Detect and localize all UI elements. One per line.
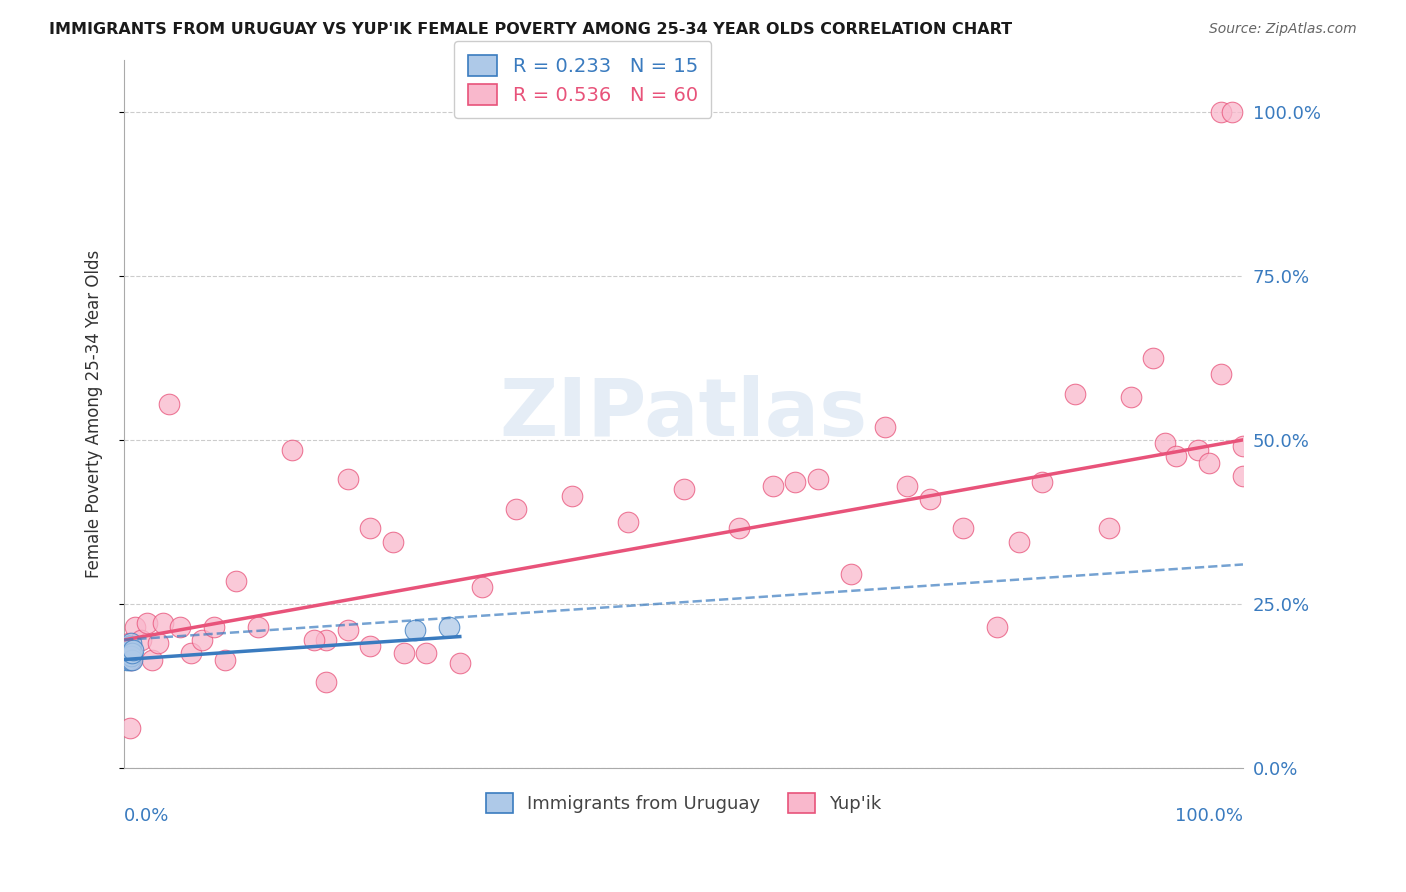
Text: ZIPatlas: ZIPatlas xyxy=(499,375,868,452)
Point xyxy=(121,652,143,666)
Legend: Immigrants from Uruguay, Yup'ik: Immigrants from Uruguay, Yup'ik xyxy=(477,784,890,822)
Point xyxy=(304,632,326,647)
Point xyxy=(118,642,141,657)
Point xyxy=(120,649,142,664)
Point xyxy=(785,475,807,490)
Point xyxy=(505,501,527,516)
Point xyxy=(918,491,941,506)
Point xyxy=(118,646,141,660)
Point xyxy=(1064,387,1087,401)
Point xyxy=(1209,105,1232,120)
Point xyxy=(986,620,1008,634)
Point xyxy=(315,675,337,690)
Point xyxy=(141,652,163,666)
Point xyxy=(336,623,359,637)
Point xyxy=(728,521,751,535)
Point xyxy=(1164,450,1187,464)
Point xyxy=(359,640,381,654)
Point xyxy=(415,646,437,660)
Point xyxy=(762,479,785,493)
Point xyxy=(672,482,695,496)
Point xyxy=(117,636,139,650)
Point xyxy=(281,442,304,457)
Point xyxy=(202,620,225,634)
Text: 100.0%: 100.0% xyxy=(1175,806,1243,824)
Point xyxy=(841,567,863,582)
Point xyxy=(118,722,141,736)
Point xyxy=(1232,469,1254,483)
Point xyxy=(146,636,169,650)
Point xyxy=(117,652,139,666)
Point xyxy=(1119,390,1142,404)
Point xyxy=(122,642,145,657)
Point xyxy=(117,646,139,660)
Y-axis label: Female Poverty Among 25-34 Year Olds: Female Poverty Among 25-34 Year Olds xyxy=(86,250,103,578)
Point xyxy=(1031,475,1053,490)
Point xyxy=(561,489,583,503)
Point xyxy=(807,472,830,486)
Point xyxy=(952,521,974,535)
Point xyxy=(152,616,174,631)
Point xyxy=(896,479,918,493)
Point xyxy=(180,646,202,660)
Point xyxy=(191,632,214,647)
Point xyxy=(449,656,471,670)
Point xyxy=(117,640,139,654)
Point xyxy=(117,649,139,664)
Text: Source: ZipAtlas.com: Source: ZipAtlas.com xyxy=(1209,22,1357,37)
Point xyxy=(381,534,404,549)
Point xyxy=(1008,534,1031,549)
Point xyxy=(1198,456,1220,470)
Point xyxy=(471,581,494,595)
Point xyxy=(124,620,146,634)
Point xyxy=(1220,105,1243,120)
Point xyxy=(873,419,896,434)
Point xyxy=(121,646,143,660)
Point xyxy=(117,646,139,660)
Point xyxy=(616,515,638,529)
Point xyxy=(1187,442,1209,457)
Point xyxy=(392,646,415,660)
Point xyxy=(129,632,152,647)
Point xyxy=(359,521,381,535)
Point xyxy=(169,620,191,634)
Point xyxy=(157,397,180,411)
Point xyxy=(1153,436,1175,450)
Text: IMMIGRANTS FROM URUGUAY VS YUP'IK FEMALE POVERTY AMONG 25-34 YEAR OLDS CORRELATI: IMMIGRANTS FROM URUGUAY VS YUP'IK FEMALE… xyxy=(49,22,1012,37)
Point xyxy=(247,620,270,634)
Text: 0.0%: 0.0% xyxy=(124,806,170,824)
Point xyxy=(135,616,157,631)
Point xyxy=(1232,439,1254,453)
Point xyxy=(225,574,247,588)
Point xyxy=(1142,351,1164,365)
Point xyxy=(118,652,141,666)
Point xyxy=(120,652,142,666)
Point xyxy=(336,472,359,486)
Point xyxy=(315,632,337,647)
Point xyxy=(117,640,139,654)
Point xyxy=(404,623,426,637)
Point xyxy=(120,636,142,650)
Point xyxy=(437,620,460,634)
Point xyxy=(1209,368,1232,382)
Point xyxy=(1098,521,1121,535)
Point xyxy=(214,652,236,666)
